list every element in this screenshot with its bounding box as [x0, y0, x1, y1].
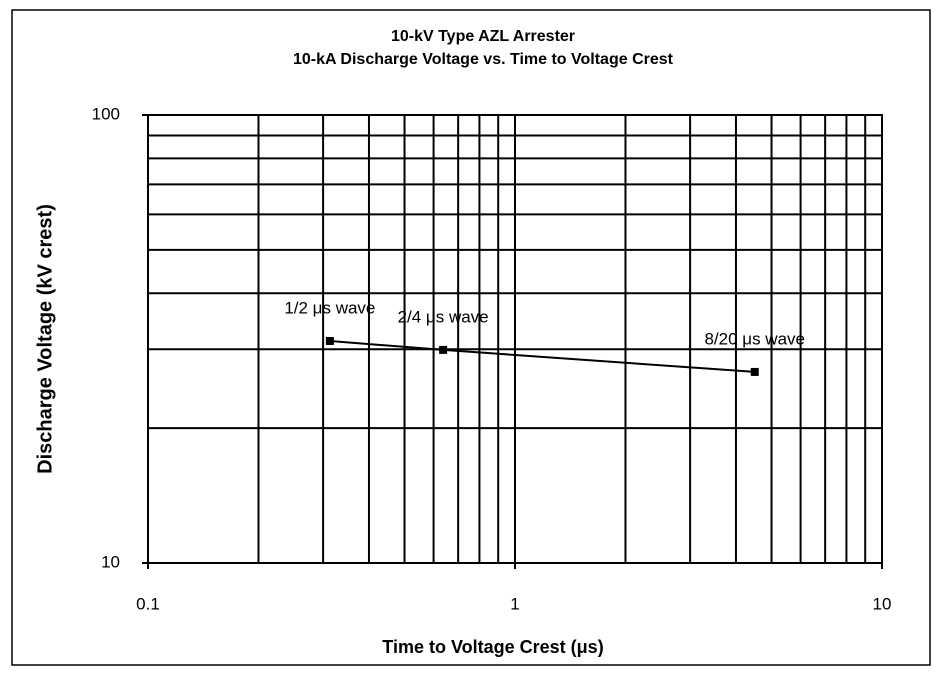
frame: [11, 9, 931, 666]
data-point: [439, 345, 448, 354]
x-tick-label: 0.1: [136, 594, 160, 613]
chart-subtitle: 10-kA Discharge Voltage vs. Time to Volt…: [293, 51, 674, 68]
x-tick-label: 10: [873, 594, 892, 613]
x-tick-label: 1: [510, 594, 519, 613]
plot-border: [147, 114, 883, 564]
data-point: [325, 336, 334, 345]
x-axis-label: Time to Voltage Crest (μs): [382, 637, 603, 657]
y-axis-label: Discharge Voltage (kV crest): [34, 204, 56, 474]
point-label: 1/2 μs wave: [284, 298, 375, 317]
y-tick-label: 10: [101, 552, 120, 571]
chart-title: 10-kV Type AZL Arrester: [391, 28, 575, 45]
point-label: 2/4 μs wave: [398, 307, 489, 326]
y-tick-label: 100: [92, 104, 120, 123]
point-label: 8/20 μs wave: [704, 329, 805, 348]
data-point: [750, 367, 759, 376]
